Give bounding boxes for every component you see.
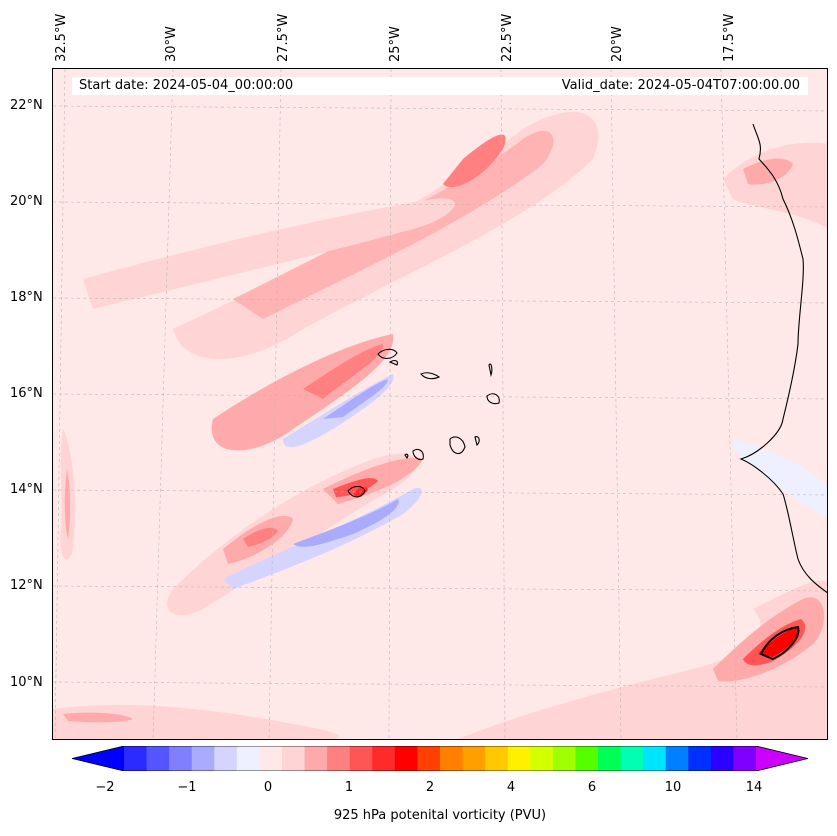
lat-label-14n: 14°N: [10, 482, 43, 497]
lon-label-30w: 30°W: [164, 26, 179, 62]
colorbar-swatch: [304, 746, 328, 771]
colorbar-swatch: [598, 746, 622, 771]
colorbar-swatch: [394, 746, 418, 771]
colorbar-swatch: [282, 746, 306, 771]
colorbar-swatch: [688, 746, 712, 771]
colorbar-swatch: [169, 746, 193, 771]
lon-label-17-5w: 17.5°W: [722, 13, 737, 62]
colorbar-swatch: [236, 746, 260, 771]
cb-tick-10: 10: [664, 780, 682, 795]
colorbar-swatch: [620, 746, 644, 771]
lat-label-12n: 12°N: [10, 578, 43, 593]
pv-shading: [53, 112, 827, 739]
start-date-label: Start date: 2024-05-04_00:00:00: [72, 77, 549, 95]
colorbar-swatch: [733, 746, 757, 771]
lat-label-20n: 20°N: [10, 194, 43, 209]
lon-label-27-5w: 27.5°W: [276, 13, 291, 62]
colorbar-extend-low: [72, 746, 124, 771]
map-background: [53, 69, 827, 739]
coastlines: [347, 123, 827, 661]
cb-tick-2: 2: [425, 780, 435, 795]
colorbar-swatch: [259, 746, 283, 771]
colorbar-swatch: [372, 746, 396, 771]
cb-tick-minus-1: −1: [177, 780, 197, 795]
colorbar-swatch: [462, 746, 486, 771]
colorbar-swatch: [643, 746, 667, 771]
colorbar-swatch: [485, 746, 509, 771]
colorbar-swatch: [349, 746, 373, 771]
colorbar-swatch: [440, 746, 464, 771]
lon-label-22-5w: 22.5°W: [500, 13, 515, 62]
colorbar-swatch: [507, 746, 531, 771]
colorbar-swatch: [665, 746, 689, 771]
lon-label-20w: 20°W: [610, 26, 625, 62]
colorbar-label: 925 hPa potenital vorticity (PVU): [333, 808, 547, 823]
cb-tick-minus-2: −2: [95, 780, 115, 795]
valid-date-label: Valid_date: 2024-05-04T07:00:00.00: [540, 77, 808, 95]
cb-tick-4: 4: [506, 780, 516, 795]
colorbar-swatch: [710, 746, 734, 771]
colorbar-swatch: [124, 746, 148, 771]
cb-tick-0: 0: [263, 780, 273, 795]
colorbar-swatch: [575, 746, 599, 771]
lat-label-16n: 16°N: [10, 386, 43, 401]
colorbar-swatch: [191, 746, 215, 771]
lon-label-25w: 25°W: [388, 26, 403, 62]
map-canvas: [53, 69, 827, 739]
colorbar-swatch: [146, 746, 170, 771]
cb-tick-6: 6: [587, 780, 597, 795]
colorbar-swatch: [530, 746, 554, 771]
lat-label-10n: 10°N: [10, 675, 43, 690]
colorbar-swatch: [214, 746, 238, 771]
cb-tick-14: 14: [745, 780, 763, 795]
colorbar-swatch: [327, 746, 351, 771]
cb-tick-1: 1: [344, 780, 354, 795]
colorbar-extend-high: [756, 746, 808, 771]
colorbar-swatch: [552, 746, 576, 771]
graticule: [53, 69, 827, 739]
colorbar-swatch: [417, 746, 441, 771]
lat-label-22n: 22°N: [10, 98, 43, 113]
pv-map: [52, 68, 828, 740]
lon-label-32-5w: 32.5°W: [54, 13, 69, 62]
lat-label-18n: 18°N: [10, 290, 43, 305]
colorbar: [72, 746, 808, 771]
